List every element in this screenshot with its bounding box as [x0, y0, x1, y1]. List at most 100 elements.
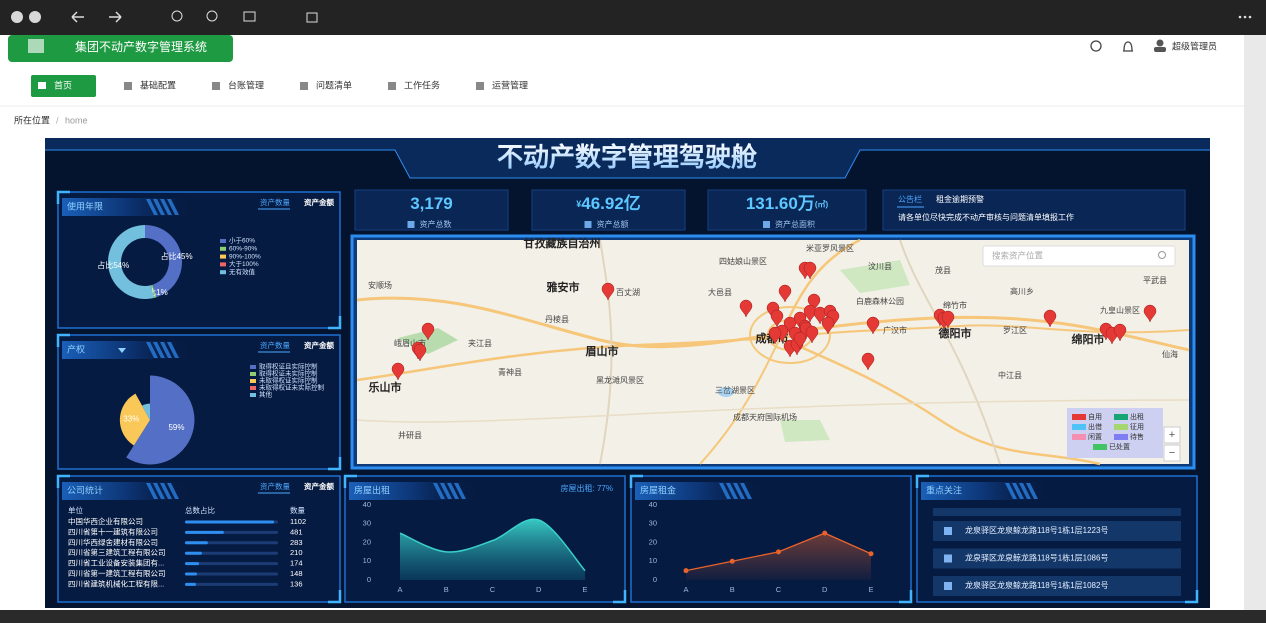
breadcrumb-current[interactable]: home: [65, 115, 88, 125]
panel-tab[interactable]: 资产金额: [304, 340, 334, 350]
user-icon[interactable]: [1154, 39, 1166, 53]
close-icon[interactable]: [11, 11, 23, 23]
back-icon[interactable]: [71, 11, 84, 23]
line-area: [686, 533, 871, 580]
asset-pin[interactable]: [421, 322, 435, 341]
panel-tab[interactable]: 资产金额: [304, 197, 334, 207]
company-count: 136: [290, 579, 303, 588]
panel-tab[interactable]: 资产金额: [304, 481, 334, 491]
bar: [185, 572, 197, 576]
header-stripe: [440, 483, 452, 499]
user-name[interactable]: 超级管理员: [1172, 40, 1217, 51]
bell-icon[interactable]: [1123, 41, 1133, 52]
nav-item[interactable]: 运营管理: [492, 79, 528, 90]
asset-pin[interactable]: [768, 326, 782, 345]
panel-corner: [915, 474, 1199, 604]
nav-item[interactable]: 台账管理: [228, 79, 264, 90]
map-road: [779, 336, 1101, 466]
x-tick-label: C: [490, 585, 496, 594]
asset-pin[interactable]: [803, 304, 817, 323]
map-place: 广汉市: [883, 325, 907, 335]
nav-item[interactable]: 基础配置: [140, 79, 176, 90]
focus-item: 龙泉驿区龙泉鲸龙路118号1栋1层1086号: [965, 553, 1108, 563]
asset-pin[interactable]: [866, 316, 880, 335]
focus-item-bg[interactable]: [933, 548, 1181, 569]
asset-pin[interactable]: [1043, 309, 1057, 328]
asset-pin[interactable]: [391, 362, 405, 381]
stat-number: 3,179: [410, 194, 453, 213]
asset-pin[interactable]: [793, 331, 807, 350]
stop-icon[interactable]: [29, 11, 41, 23]
nav-active-bg: [31, 75, 96, 97]
map-park: [780, 420, 830, 442]
map-search[interactable]: [982, 245, 1176, 267]
zoom-in-icon[interactable]: [206, 10, 218, 22]
header-stripe: [454, 483, 466, 499]
focus-item-bg[interactable]: [933, 521, 1181, 541]
asset-pin[interactable]: [770, 309, 784, 328]
y-tick-label: 0: [653, 575, 657, 584]
nav-item[interactable]: 工作任务: [404, 79, 440, 90]
map-place: 眉山市: [586, 344, 619, 358]
fit-icon[interactable]: [243, 11, 256, 22]
y-tick-label: 20: [649, 537, 657, 546]
map-place: 平武县: [1143, 275, 1167, 285]
stat-icon: [584, 221, 592, 228]
bar: [185, 582, 196, 586]
rose-slice: [126, 375, 195, 465]
map-place: 青神县: [498, 367, 522, 377]
asset-pin[interactable]: [413, 343, 427, 362]
zoom-out-icon[interactable]: [171, 10, 183, 22]
map-lake: [718, 387, 734, 397]
zoom-label[interactable]: +: [1169, 429, 1175, 441]
asset-pin[interactable]: [601, 282, 615, 301]
notice-tab[interactable]: 租金逾期预警: [936, 194, 984, 204]
panel-title: 重点关注: [926, 484, 962, 495]
asset-pin[interactable]: [739, 299, 753, 318]
nav-item[interactable]: 问题清单: [316, 79, 352, 90]
focus-item-icon: [944, 554, 952, 563]
legend-label: 未取得权证实际控制: [259, 376, 318, 385]
bottom-bar: [0, 610, 1266, 623]
company-name: 四川华西绿舍建材有限公司: [68, 537, 158, 547]
search-icon[interactable]: [1090, 40, 1102, 52]
panel-tab[interactable]: 资产数量: [260, 197, 290, 207]
rotate-icon[interactable]: [306, 12, 318, 23]
stat-icon: [407, 221, 415, 228]
asset-pin[interactable]: [1143, 304, 1157, 323]
zoom-button[interactable]: [1163, 426, 1181, 444]
legend-label: 大于100%: [229, 259, 259, 268]
panel-tab[interactable]: 资产数量: [260, 340, 290, 350]
nav-item[interactable]: 首页: [54, 79, 72, 90]
asset-pin[interactable]: [821, 316, 835, 335]
asset-pin[interactable]: [941, 310, 955, 329]
company-name: 四川省第三建筑工程有限公司: [68, 547, 166, 557]
rose-slice: [119, 393, 150, 446]
dropdown-arrow[interactable]: [118, 348, 126, 353]
focus-item-bg[interactable]: [933, 576, 1181, 596]
zoom-label[interactable]: −: [1169, 447, 1175, 459]
map-park: [840, 260, 910, 293]
asset-pin[interactable]: [805, 325, 819, 344]
forward-icon[interactable]: [109, 11, 122, 23]
asset-pin[interactable]: [803, 261, 817, 280]
chart-subtitle: 房屋出租: 77%: [561, 483, 613, 493]
company-count: 174: [290, 559, 303, 568]
legend-swatch: [220, 254, 226, 259]
notice-tab[interactable]: 公告栏: [898, 194, 922, 204]
map-place: 三岔湖景区: [715, 385, 755, 395]
stat-value: 3,179: [410, 194, 453, 213]
menu-icon[interactable]: [1238, 15, 1252, 19]
asset-pin[interactable]: [813, 306, 827, 325]
panel-tab[interactable]: 资产数量: [260, 481, 290, 491]
map-place: 安顺场: [368, 280, 392, 290]
focus-item-bg: [933, 508, 1181, 516]
x-tick-label: A: [397, 585, 402, 594]
zoom-button[interactable]: [1163, 444, 1181, 462]
map-place: 乐山市: [369, 380, 402, 394]
asset-pin[interactable]: [1113, 323, 1127, 342]
asset-pin[interactable]: [778, 284, 792, 303]
asset-pin[interactable]: [861, 352, 875, 371]
panel-title: 房屋出租: [354, 484, 390, 495]
legend-label: 小于60%: [229, 236, 255, 245]
